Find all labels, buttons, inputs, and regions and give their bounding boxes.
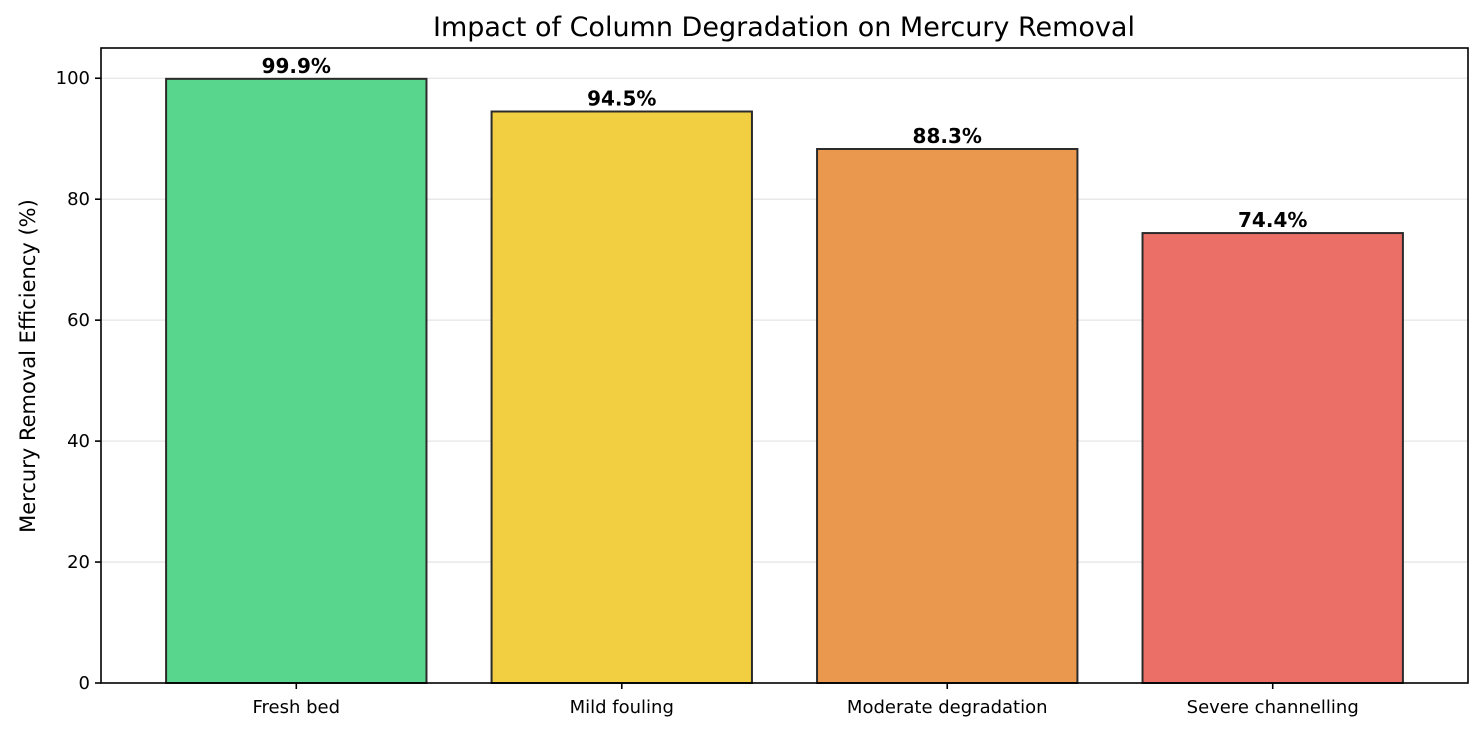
bar-fresh-bed [165,77,428,685]
y-axis-ticks: 0 20 40 60 80 100 [56,68,101,694]
bars [165,77,1404,685]
data-labels: 99.9% 94.5% 88.3% 74.4% [262,54,1308,232]
plot-frame [100,47,1469,684]
bar-mild-fouling [490,110,753,684]
x-tick-label: Mild fouling [570,697,674,718]
y-tick-label: 40 [67,431,90,452]
bar-value-label: 74.4% [1238,208,1307,232]
x-tick-label: Severe channelling [1187,697,1359,718]
x-axis-ticks: Fresh bed Mild fouling Moderate degradatio… [253,683,1359,718]
y-tick-label: 100 [56,68,90,89]
y-tick-label: 60 [67,310,90,331]
x-tick-label: Fresh bed [253,697,341,718]
bar-moderate-degradation [816,147,1079,684]
y-tick-label: 0 [79,673,90,694]
chart-title: Impact of Column Degradation on Mercury … [433,12,1135,43]
bar-value-label: 88.3% [913,124,982,148]
y-axis-label: Mercury Removal Efficiency (%) [16,199,40,533]
y-tick-label: 80 [67,189,90,210]
axes [100,47,1469,684]
bar-value-label: 99.9% [262,54,331,78]
bar-severe-channelling [1141,232,1404,685]
x-tick-label: Moderate degradation [847,697,1048,718]
y-tick-label: 20 [67,552,90,573]
bar-value-label: 94.5% [587,87,656,111]
